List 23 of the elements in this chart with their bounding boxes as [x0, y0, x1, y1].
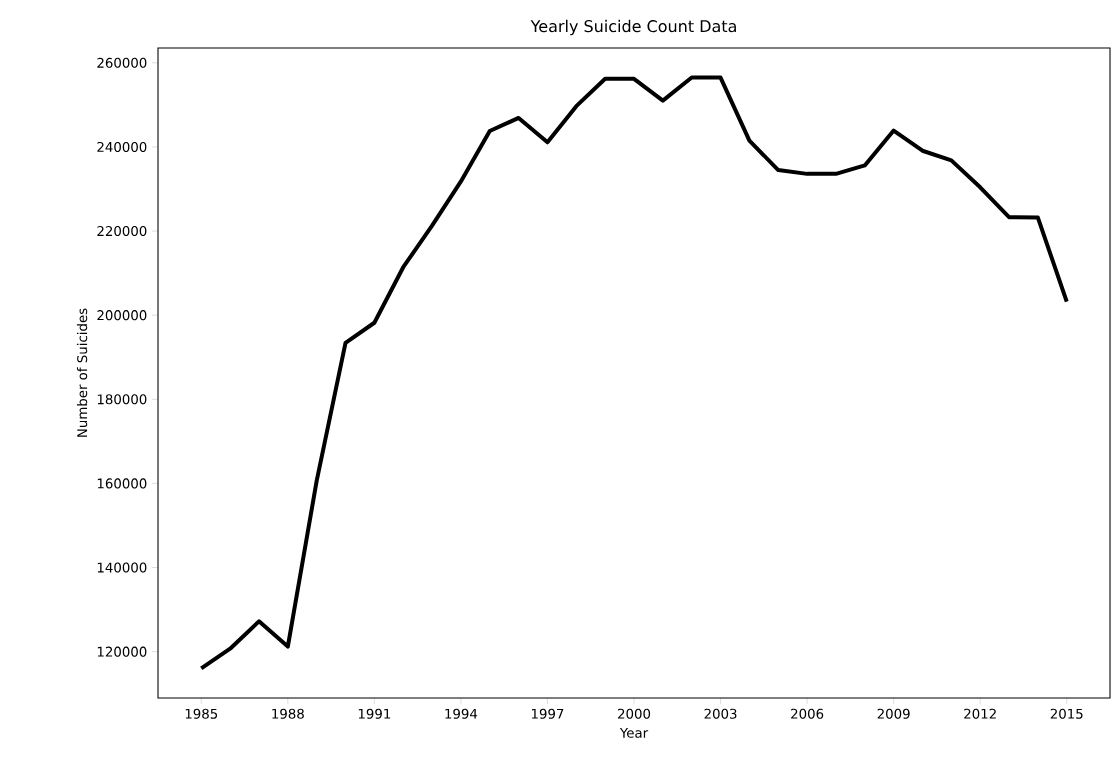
line-series	[199, 75, 1069, 671]
x-tick-label: 2003	[704, 708, 737, 719]
x-tick-label: 2009	[877, 708, 910, 719]
y-tick-label: 260000	[97, 57, 147, 68]
x-tick-label: 1991	[358, 708, 391, 719]
y-tick-label: 200000	[97, 310, 147, 321]
y-tick-label: 160000	[97, 478, 147, 489]
y-tick-label: 220000	[97, 226, 147, 237]
y-tick-label: 140000	[97, 562, 147, 573]
y-axis-title: Number of Suicides	[76, 308, 88, 437]
x-tick-label: 1985	[185, 708, 218, 719]
x-tick-label: 2000	[618, 708, 651, 719]
y-tick-label: 240000	[97, 141, 147, 152]
y-tick-label: 180000	[97, 394, 147, 405]
x-tick-label: 2006	[791, 708, 824, 719]
x-tick-label: 2015	[1050, 708, 1083, 719]
chart-title: Yearly Suicide Count Data	[530, 19, 736, 36]
y-tick-label: 120000	[97, 646, 147, 657]
x-tick-label: 2012	[964, 708, 996, 719]
x-tick-label: 1988	[272, 708, 304, 719]
x-tick-label: 1997	[531, 708, 564, 719]
x-axis-title: Year	[619, 727, 649, 738]
x-tick-label: 1994	[445, 708, 478, 719]
